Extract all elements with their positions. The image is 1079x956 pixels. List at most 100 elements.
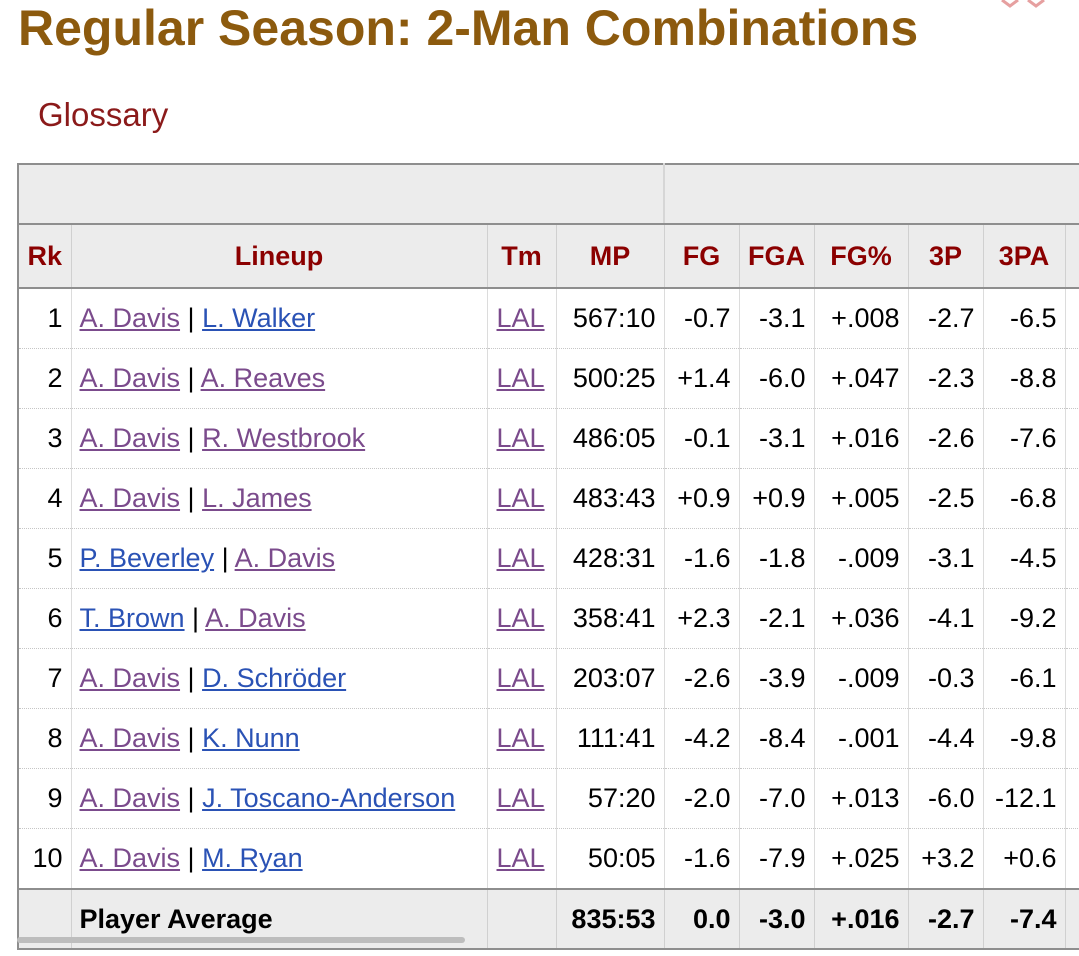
table-row: 3 A. Davis | R. Westbrook LAL 486:05 -0.1 -3.… <box>17 408 1079 469</box>
team-link[interactable]: LAL <box>496 603 545 633</box>
mp-cell: 50:05 <box>556 828 665 890</box>
fg-cell: +2.3 <box>664 588 740 649</box>
fg-cell: -2.6 <box>664 648 740 709</box>
player-link[interactable]: P. Beverley <box>79 543 215 573</box>
glossary-link[interactable]: Glossary <box>38 96 169 133</box>
fg-pct-cell: +.036 <box>814 588 909 649</box>
team-link[interactable]: LAL <box>496 483 545 513</box>
average-fg: 0.0 <box>664 888 740 950</box>
fg-pct-cell: +.016 <box>814 408 909 469</box>
column-header-3p[interactable]: 3P <box>908 224 984 289</box>
player-link[interactable]: T. Brown <box>79 603 185 633</box>
team-cell: LAL <box>487 468 557 529</box>
3pa-cell: -9.2 <box>983 588 1066 649</box>
team-link[interactable]: LAL <box>496 423 545 453</box>
3p-cell: -4.1 <box>908 588 984 649</box>
over-header-group-2 <box>662 163 1079 225</box>
3p-cell: -0.3 <box>908 648 984 709</box>
lineup-cell: A. Davis | K. Nunn <box>71 708 488 769</box>
column-header-3pa[interactable]: 3PA <box>983 224 1066 289</box>
horizontal-scrollbar[interactable] <box>17 937 465 943</box>
player-link[interactable]: A. Davis <box>205 603 306 633</box>
rank-cell: 2 <box>17 348 72 409</box>
mp-cell: 111:41 <box>556 708 665 769</box>
player-link[interactable]: M. Ryan <box>202 843 303 873</box>
fg-pct-cell: +.025 <box>814 828 909 890</box>
rank-cell: 10 <box>17 828 72 890</box>
table-row: 10 A. Davis | M. Ryan LAL 50:05 -1.6 -7.9 +.02… <box>17 828 1079 890</box>
player-link[interactable]: J. Toscano-Anderson <box>202 783 456 813</box>
fg-cell: -1.6 <box>664 828 740 890</box>
table-row: 9 A. Davis | J. Toscano-Anderson LAL 57:20-… <box>17 768 1079 829</box>
lineup-separator: | <box>180 483 203 513</box>
column-header-fg-pct[interactable]: FG% <box>814 224 909 289</box>
player-link[interactable]: A. Davis <box>79 423 181 453</box>
player-link[interactable]: D. Schröder <box>202 663 347 693</box>
over-header-group-1 <box>17 163 665 225</box>
average-3pa: -7.4 <box>983 888 1066 950</box>
table-body: 1 A. Davis | L. Walker LAL 567:10 -0.7 -3.1 +.… <box>17 288 1079 890</box>
player-link[interactable]: A. Davis <box>79 363 181 393</box>
stats-table-container[interactable]: Rk Lineup Tm MP FG FGA FG% 3P 3PA 1 A. Da… <box>17 163 1079 953</box>
fga-cell: -7.0 <box>739 768 815 829</box>
player-link[interactable]: A. Davis <box>79 783 181 813</box>
player-link[interactable]: A. Davis <box>234 543 336 573</box>
rank-cell: 8 <box>17 708 72 769</box>
average-3p: -2.7 <box>908 888 984 950</box>
rank-cell: 6 <box>17 588 72 649</box>
overflow-cell <box>1065 588 1079 649</box>
team-cell: LAL <box>487 768 557 829</box>
3p-cell: -4.4 <box>908 708 984 769</box>
player-link[interactable]: A. Davis <box>79 303 181 333</box>
column-header-rk[interactable]: Rk <box>17 224 72 289</box>
lineup-cell: A. Davis | L. James <box>71 468 488 529</box>
column-header-fga[interactable]: FGA <box>739 224 815 289</box>
team-cell: LAL <box>487 648 557 709</box>
fg-pct-cell: +.008 <box>814 288 909 349</box>
player-link[interactable]: R. Westbrook <box>202 423 366 453</box>
mp-cell: 203:07 <box>556 648 665 709</box>
column-header-tm[interactable]: Tm <box>487 224 557 289</box>
team-link[interactable]: LAL <box>496 543 545 573</box>
player-link[interactable]: L. Walker <box>202 303 316 333</box>
overflow-cell <box>1065 468 1079 529</box>
player-link[interactable]: L. James <box>202 483 312 513</box>
column-header-mp[interactable]: MP <box>556 224 665 289</box>
team-link[interactable]: LAL <box>496 843 545 873</box>
fga-cell: -2.1 <box>739 588 815 649</box>
stats-table: Rk Lineup Tm MP FG FGA FG% 3P 3PA 1 A. Da… <box>17 163 1079 950</box>
player-link[interactable]: A. Davis <box>79 843 181 873</box>
player-link[interactable]: A. Reaves <box>200 363 326 393</box>
team-link[interactable]: LAL <box>496 723 545 753</box>
overflow-cell <box>1065 408 1079 469</box>
column-header-lineup[interactable]: Lineup <box>71 224 488 289</box>
fg-pct-cell: -.001 <box>814 708 909 769</box>
team-link[interactable]: LAL <box>496 783 545 813</box>
fg-cell: -4.2 <box>664 708 740 769</box>
player-link[interactable]: A. Davis <box>79 663 181 693</box>
fg-cell: -1.6 <box>664 528 740 589</box>
lineup-cell: A. Davis | J. Toscano-Anderson <box>71 768 488 829</box>
player-link[interactable]: A. Davis <box>79 483 181 513</box>
overflow-cell <box>1065 288 1079 349</box>
team-link[interactable]: LAL <box>496 303 545 333</box>
average-tm-cell <box>487 888 557 950</box>
player-link[interactable]: A. Davis <box>79 723 181 753</box>
column-header-fg[interactable]: FG <box>664 224 740 289</box>
player-link[interactable]: K. Nunn <box>202 723 300 753</box>
column-header-overflow <box>1065 224 1079 289</box>
rank-cell: 3 <box>17 408 72 469</box>
lineup-separator: | <box>180 363 201 393</box>
team-link[interactable]: LAL <box>496 363 545 393</box>
table-row: 4 A. Davis | L. James LAL 483:43 +0.9 +0.9 +.0… <box>17 468 1079 529</box>
3p-cell: -2.5 <box>908 468 984 529</box>
lineup-separator: | <box>180 783 203 813</box>
3p-cell: -3.1 <box>908 528 984 589</box>
team-link[interactable]: LAL <box>496 663 545 693</box>
team-cell: LAL <box>487 348 557 409</box>
fga-cell: -1.8 <box>739 528 815 589</box>
overflow-cell <box>1065 648 1079 709</box>
fga-cell: +0.9 <box>739 468 815 529</box>
lineup-cell: A. Davis | M. Ryan <box>71 828 488 890</box>
lineup-cell: A. Davis | D. Schröder <box>71 648 488 709</box>
